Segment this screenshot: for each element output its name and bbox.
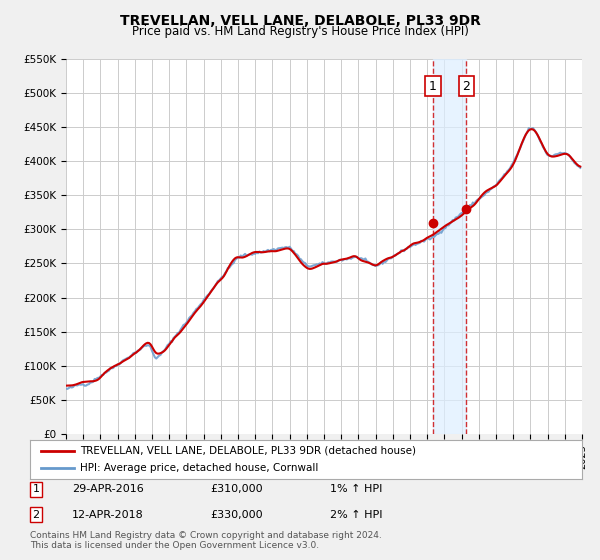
Text: 1: 1 — [32, 484, 40, 494]
Text: HPI: Average price, detached house, Cornwall: HPI: Average price, detached house, Corn… — [80, 463, 318, 473]
Text: £310,000: £310,000 — [210, 484, 263, 494]
Text: 2: 2 — [32, 510, 40, 520]
Text: 29-APR-2016: 29-APR-2016 — [72, 484, 144, 494]
Text: 2: 2 — [463, 80, 470, 92]
Text: 12-APR-2018: 12-APR-2018 — [72, 510, 144, 520]
Text: TREVELLAN, VELL LANE, DELABOLE, PL33 9DR: TREVELLAN, VELL LANE, DELABOLE, PL33 9DR — [119, 14, 481, 28]
Text: 1: 1 — [429, 80, 437, 92]
Text: TREVELLAN, VELL LANE, DELABOLE, PL33 9DR (detached house): TREVELLAN, VELL LANE, DELABOLE, PL33 9DR… — [80, 446, 416, 456]
Text: Contains HM Land Registry data © Crown copyright and database right 2024.
This d: Contains HM Land Registry data © Crown c… — [30, 530, 382, 550]
Text: 2% ↑ HPI: 2% ↑ HPI — [330, 510, 383, 520]
Bar — [433, 59, 466, 434]
Text: £330,000: £330,000 — [210, 510, 263, 520]
Text: Price paid vs. HM Land Registry's House Price Index (HPI): Price paid vs. HM Land Registry's House … — [131, 25, 469, 38]
Text: 1% ↑ HPI: 1% ↑ HPI — [330, 484, 382, 494]
